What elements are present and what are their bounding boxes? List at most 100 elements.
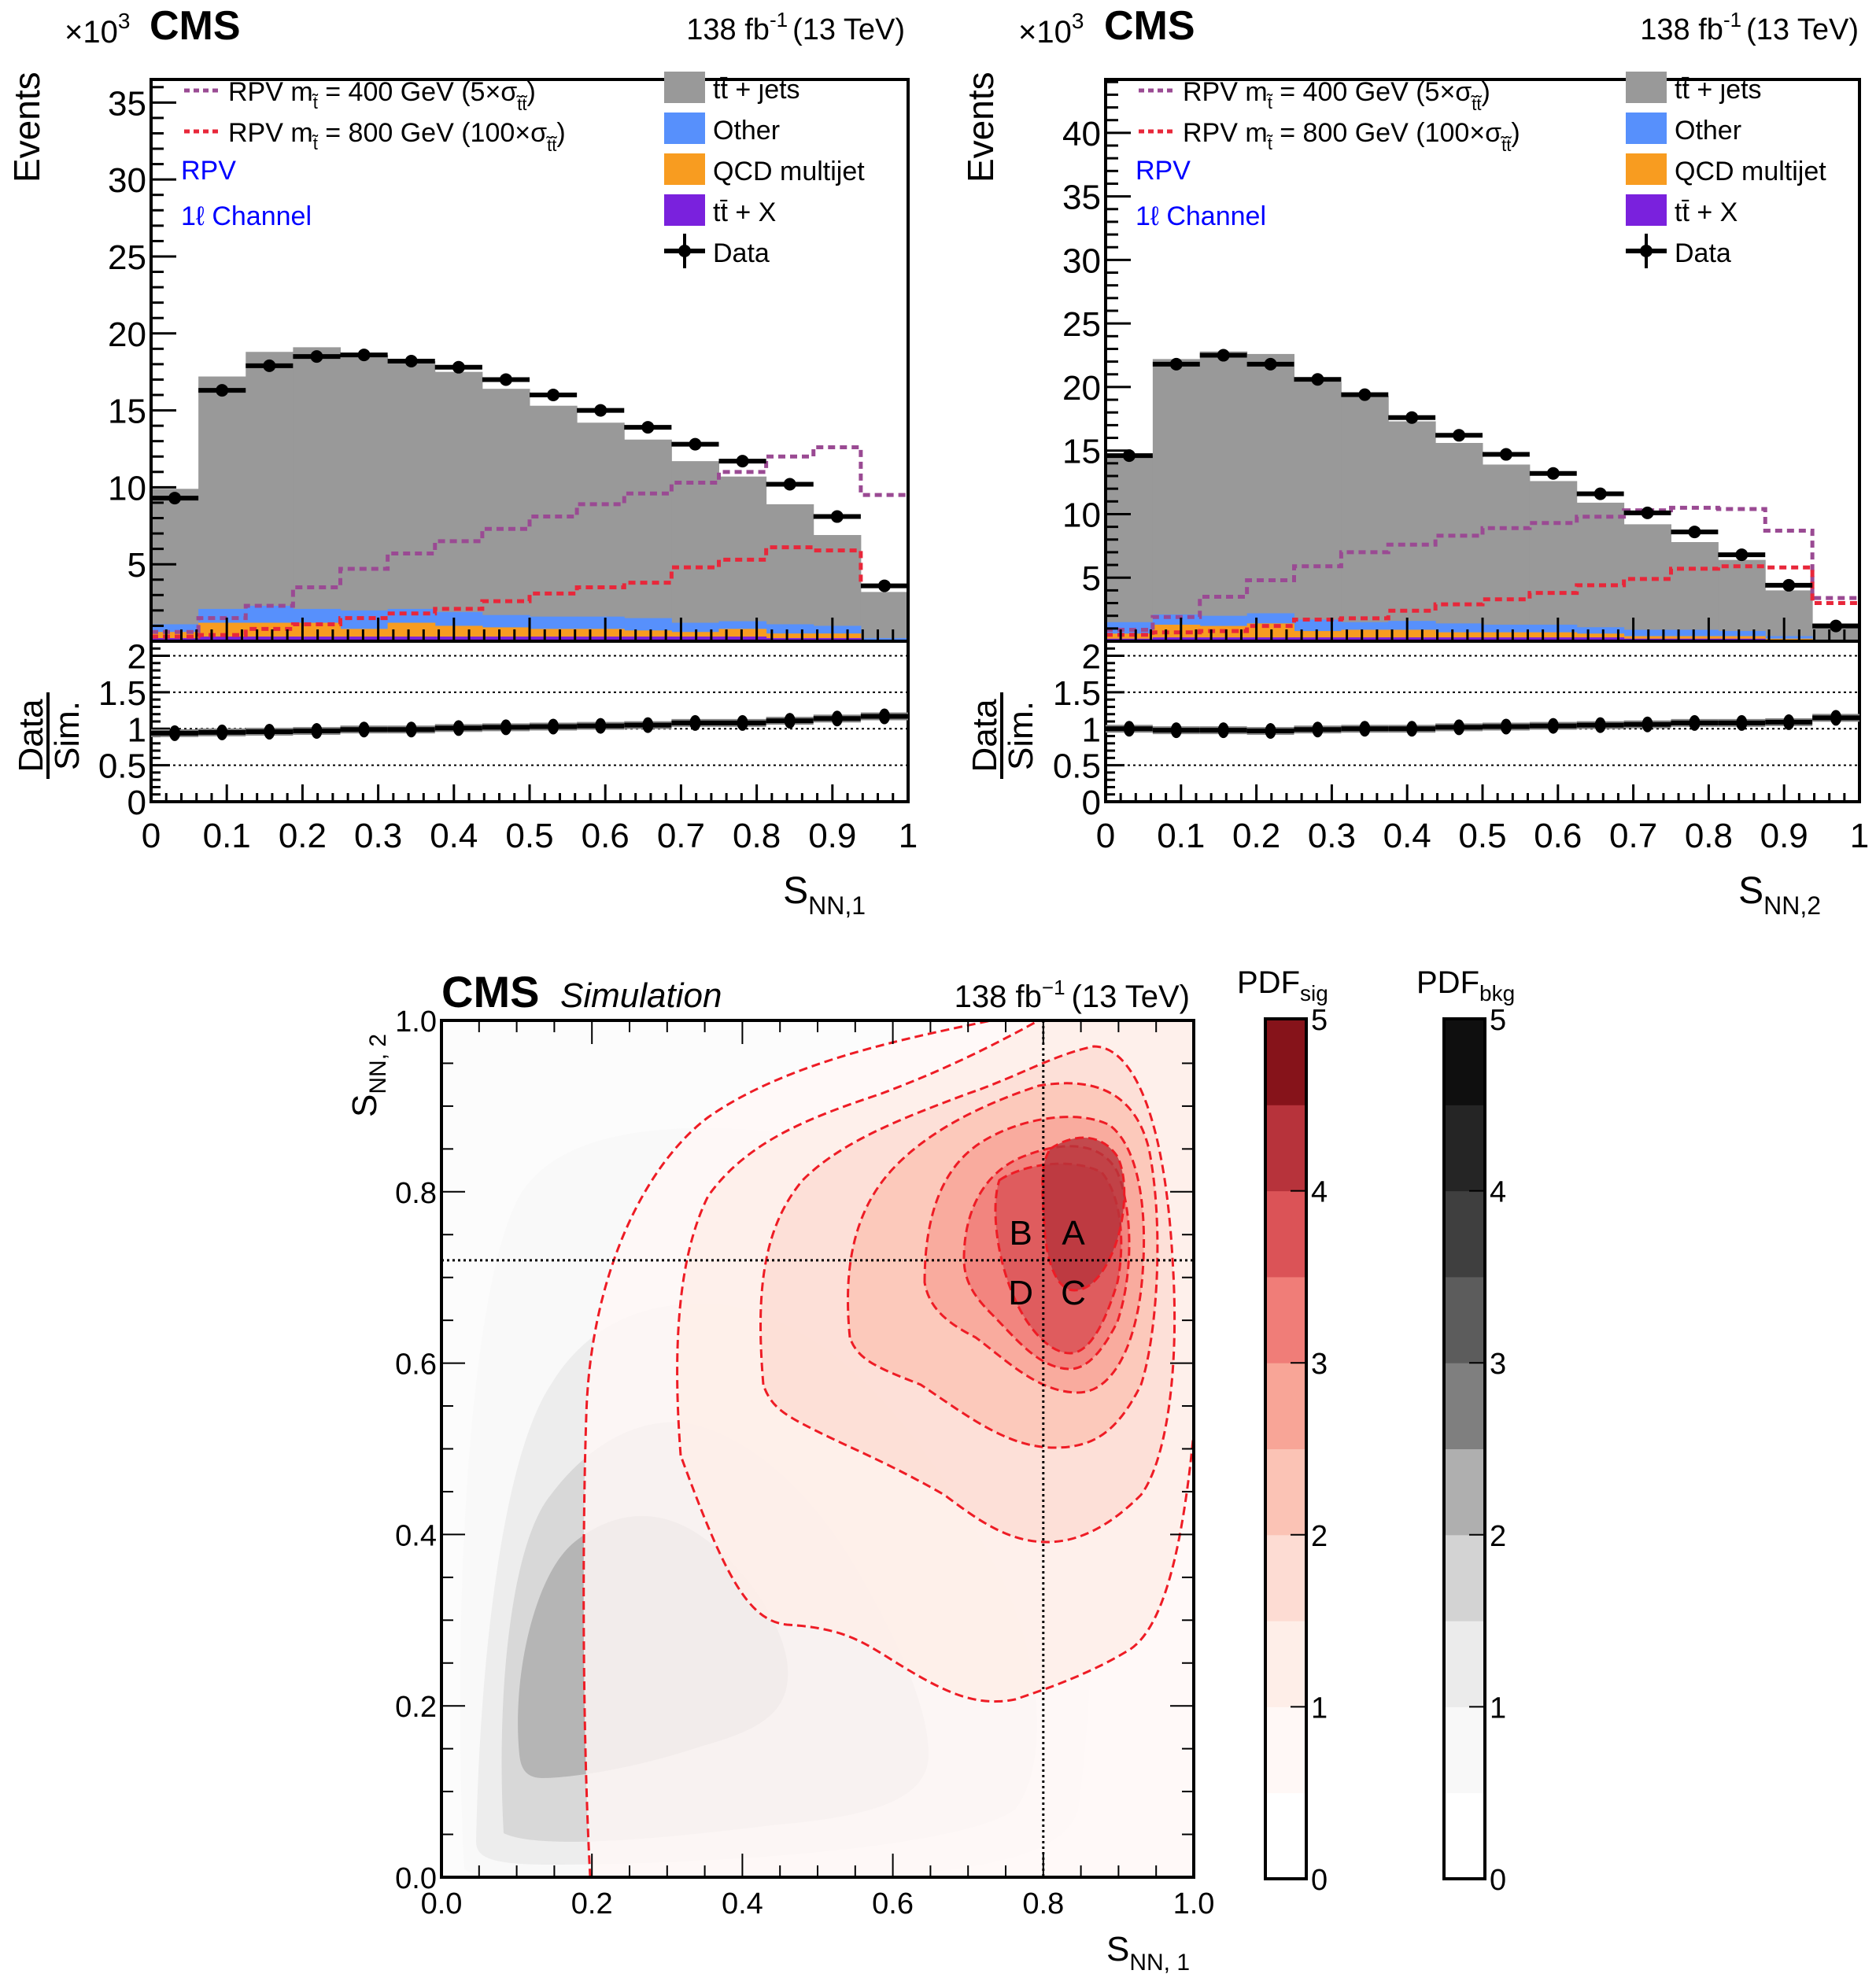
legend-item: QCD multijet: [1626, 153, 1826, 186]
x-axis-ticks: [150, 618, 910, 641]
ratio-y-axis: 00.511.52: [98, 638, 170, 822]
ratio-point: [1812, 710, 1859, 726]
bar: [1623, 524, 1671, 641]
x-axis-ticks: [1104, 618, 1861, 641]
region-label-b: B: [1009, 1214, 1032, 1253]
data-point: [813, 510, 861, 523]
colorbar-band: [1265, 1363, 1306, 1449]
data-marker: [1593, 487, 1607, 500]
lumi-label: 138 fb-1 (13 TeV): [1640, 8, 1859, 46]
colorbar-pdf-sig: PDFsig 0 1 2 3 4 5: [1237, 965, 1328, 1897]
colorbar-tick-label: 4: [1311, 1176, 1328, 1209]
bar: [1152, 359, 1201, 641]
bar: [1388, 421, 1436, 641]
data-points: [1106, 349, 1859, 633]
colorbar-band: [1265, 1706, 1306, 1794]
ratio-point: [387, 721, 435, 738]
bar: [387, 360, 436, 641]
legend-label: RPV mt̃ = 400 GeV (5×σt̃t̃): [228, 77, 536, 114]
ratio-point: [530, 718, 578, 735]
x-tick-label: 0.3: [1308, 817, 1356, 855]
x-tick-label: 0.1: [203, 817, 251, 855]
bar: [293, 347, 341, 641]
x-tick-label: 0.6: [1534, 817, 1582, 855]
ratio-points: [151, 708, 908, 741]
x-tick-label: 0.2: [279, 817, 327, 855]
data-point: [1388, 411, 1436, 424]
data-marker: [1782, 578, 1796, 592]
data-point: [1435, 429, 1483, 442]
data-point: [198, 384, 246, 397]
ratio-tick-label: 1.5: [98, 674, 146, 713]
y-tick-label: 30: [108, 161, 146, 200]
y-axis: 5 10 15 20 25 30 35: [108, 84, 176, 643]
data-marker: [1453, 429, 1466, 442]
data-marker: [357, 349, 371, 362]
signal-line-400gev: [1106, 505, 1859, 632]
ratio-y-axis: 00.511.52: [1053, 638, 1124, 822]
ratio-point: [434, 720, 482, 736]
y-axis: 5 10 15 20 25 30 35 40: [1062, 80, 1131, 643]
bar: [1529, 632, 1578, 641]
data-marker: [547, 389, 560, 402]
plot-area: [1106, 349, 1859, 641]
x-tick-label: 1.0: [1173, 1887, 1215, 1920]
legend-swatch: [664, 113, 705, 144]
colorbar-band: [1265, 1534, 1306, 1622]
legend-item: tt̄ + jets: [1626, 72, 1762, 105]
lumi-label: 138 fb-1 (13 TeV): [686, 8, 905, 46]
bar: [1246, 353, 1294, 641]
data-point: [1199, 349, 1247, 362]
y-tick-label: 0.8: [395, 1177, 437, 1210]
sig-contour-fill-level-8: [1042, 1138, 1124, 1290]
ratio-point: [1623, 716, 1671, 732]
main-pad: 5 10 15 20 25 30 35 RPV mt̃ = 400 GeV (5×σt̃t̃)…: [108, 72, 910, 643]
ratio-marker: [784, 713, 796, 729]
x-tick-label: 0.0: [421, 1887, 463, 1920]
data-marker: [1688, 526, 1701, 539]
bar: [1341, 637, 1389, 641]
colorbar-band: [1444, 1706, 1485, 1794]
bar: [577, 422, 625, 641]
x-tick-label: 0.8: [1685, 817, 1733, 855]
bar: [246, 352, 294, 641]
channel-annotation: RPV: [181, 156, 236, 186]
y-scale-exponent: ×103: [1018, 9, 1084, 50]
ratio-marker: [1642, 716, 1653, 732]
channel-annotation: RPV: [1136, 156, 1191, 186]
x-tick-label: 0.3: [354, 817, 402, 855]
data-point: [1294, 373, 1342, 386]
ratio-pad: 00.511.520 0.1 0.2 0.3 0.4 0.5 0.6 0.7 0.8 0.9 1: [1053, 638, 1869, 855]
ratio-point: [1246, 723, 1294, 740]
data-marker: [263, 359, 276, 372]
bar: [813, 633, 862, 641]
data-point: [671, 437, 719, 451]
data-point: [434, 360, 482, 374]
y-tick-label: 5: [127, 546, 146, 585]
x-tick-label: 0.1: [1157, 817, 1205, 855]
data-point: [1718, 548, 1766, 562]
bar: [482, 389, 530, 641]
histogram-panel-snn1: ×103 CMS 138 fb-1 (13 TeV) Events 5101520…: [6, 3, 918, 920]
colorbar-band: [1265, 1792, 1306, 1880]
x-tick-label: 0.4: [1383, 817, 1431, 855]
ratio-point: [1106, 721, 1153, 737]
data-marker: [1358, 388, 1372, 401]
legend-backgrounds: tt̄ + jets Other QCD multijet tt̄ + X Data: [1626, 72, 1826, 268]
x-tick-label: 0.2: [1232, 817, 1280, 855]
ratio-point: [151, 725, 199, 741]
x-tick-label: 1: [1850, 817, 1869, 855]
legend-marker: [678, 245, 691, 257]
y-tick-label: 35: [108, 84, 146, 123]
colorbar-frame: [1442, 1017, 1486, 1880]
legend-marker: [1640, 245, 1653, 257]
ratio-marker: [358, 721, 370, 738]
ratio-marker: [216, 724, 228, 740]
data-marker: [783, 478, 796, 491]
legend-item: Data: [1626, 234, 1731, 268]
data-marker: [404, 354, 418, 367]
data-marker: [1735, 548, 1749, 562]
histogram-panel-snn2: ×103 CMS 138 fb-1 (13 TeV) Events 5101520…: [960, 3, 1869, 920]
